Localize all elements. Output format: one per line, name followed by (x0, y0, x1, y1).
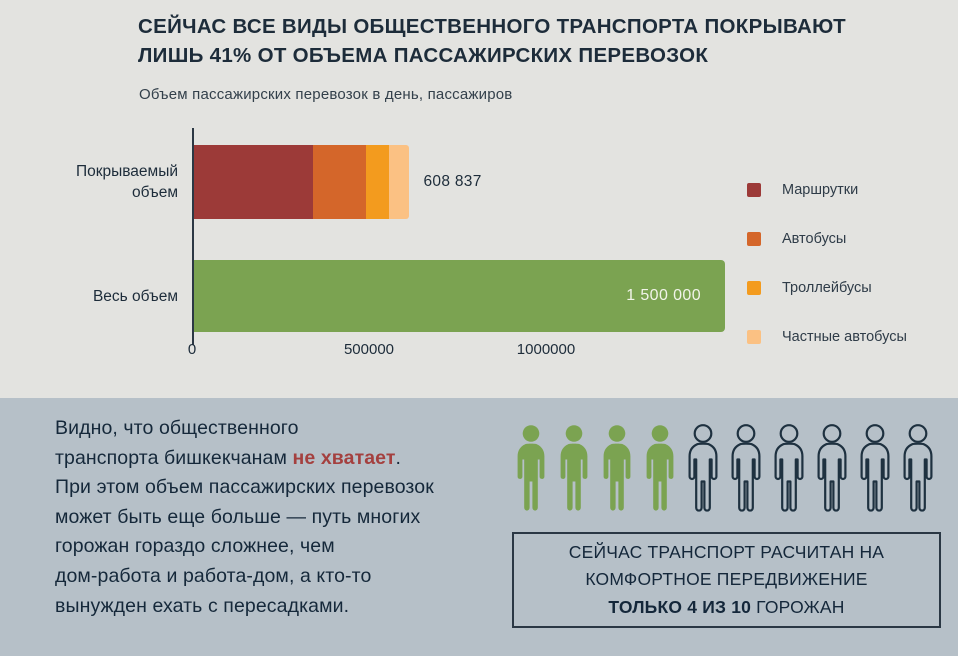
person-filled-icon (512, 424, 550, 514)
x-tick-label: 0 (187, 341, 197, 358)
people-pictogram (512, 424, 937, 514)
callout-line-2: КОМФОРТНОЕ ПЕРЕДВИЖЕНИЕ (585, 569, 868, 590)
legend-item: Автобусы (747, 231, 907, 247)
covered-volume-value-label: 608 837 (423, 173, 482, 190)
x-tick-label: 500000 (343, 341, 395, 358)
title-line-1: СЕЙЧАС ВСЕ ВИДЫ ОБЩЕСТВЕННОГО ТРАНСПОРТА… (138, 15, 846, 38)
title-emphasis: ЛИШЬ 41% (138, 44, 252, 67)
bar-segment-3 (366, 145, 390, 219)
person-outline-icon (813, 424, 851, 514)
legend-swatch-icon (747, 330, 761, 344)
summary-line: дом-работа и работа-дом, а кто-то (55, 564, 372, 587)
chart-subtitle: Объем пассажирских перевозок в день, пас… (139, 86, 513, 103)
callout-line-3-rest: ГОРОЖАН (751, 596, 845, 617)
legend-item: Троллейбусы (747, 280, 907, 296)
bar-segment-1 (194, 145, 313, 219)
chart-panel: СЕЙЧАС ВСЕ ВИДЫ ОБЩЕСТВЕННОГО ТРАНСПОРТА… (75, 12, 907, 364)
bar-total-volume: 1 500 000 (194, 260, 725, 332)
person-outline-icon (684, 424, 722, 514)
page-title: СЕЙЧАС ВСЕ ВИДЫ ОБЩЕСТВЕННОГО ТРАНСПОРТА… (138, 12, 846, 70)
person-outline-icon (899, 424, 937, 514)
person-filled-icon (641, 424, 679, 514)
legend-item: Частные автобусы (747, 329, 907, 345)
summary-line: Видно, что общественного (55, 417, 299, 439)
person-filled-icon (598, 424, 636, 514)
person-outline-icon (727, 424, 765, 514)
callout-emphasis: ТОЛЬКО 4 ИЗ 10 (608, 596, 752, 617)
callout-line-1: СЕЙЧАС ТРАНСПОРТ РАСЧИТАН НА (568, 541, 885, 562)
legend-label: Частные автобусы (782, 329, 907, 345)
x-axis-ticks: 0 500000 1000000 (188, 341, 723, 361)
summary-line: может быть еще больше — путь многих (55, 505, 421, 528)
legend-label: Маршрутки (782, 182, 859, 198)
category-label-total: Весь объем (92, 287, 178, 305)
legend-label: Автобусы (782, 231, 847, 247)
legend-swatch-icon (747, 281, 761, 295)
summary-line: транспорта бишкекчанам не хватает. (55, 446, 402, 469)
legend-swatch-icon (747, 183, 761, 197)
callout-box: СЕЙЧАС ТРАНСПОРТ РАСЧИТАН НА КОМФОРТНОЕ … (512, 532, 941, 628)
legend-label: Троллейбусы (782, 280, 872, 296)
summary-text: Видно, что общественного транспорта бишке… (55, 414, 434, 621)
total-volume-value-label: 1 500 000 (626, 287, 701, 304)
chart-legend: Маршрутки Автобусы Троллейбусы Частные авто… (747, 182, 907, 345)
category-label-covered: Покрываемый объем (75, 163, 178, 201)
stacked-bar-covered-volume (194, 145, 410, 219)
bar-segment-4 (389, 145, 410, 219)
bar-segment-2 (312, 145, 367, 219)
red-emphasis-text: не хватает (292, 446, 396, 469)
legend-item: Маршрутки (747, 182, 907, 198)
title-line-2-rest: ОТ ОБЪЕМА ПАССАЖИРСКИХ ПЕРЕВОЗОК (251, 44, 709, 67)
bar-chart: 608 837 1 500 000 0 500000 1000000 (188, 128, 725, 364)
summary-line: При этом объем пассажирских перевозок (55, 476, 434, 499)
summary-line: вынужден ехать с пересадками. (55, 594, 350, 617)
person-outline-icon (770, 424, 808, 514)
person-filled-icon (555, 424, 593, 514)
person-outline-icon (856, 424, 894, 514)
summary-line: горожан гораздо сложнее, чем (55, 535, 335, 558)
y-axis-line (192, 128, 194, 345)
summary-panel: Видно, что общественного транспорта бишке… (0, 398, 958, 656)
callout-line-3: ТОЛЬКО 4 ИЗ 10 ГОРОЖАН (608, 594, 844, 622)
legend-swatch-icon (747, 232, 761, 246)
x-tick-label: 1000000 (516, 341, 576, 358)
